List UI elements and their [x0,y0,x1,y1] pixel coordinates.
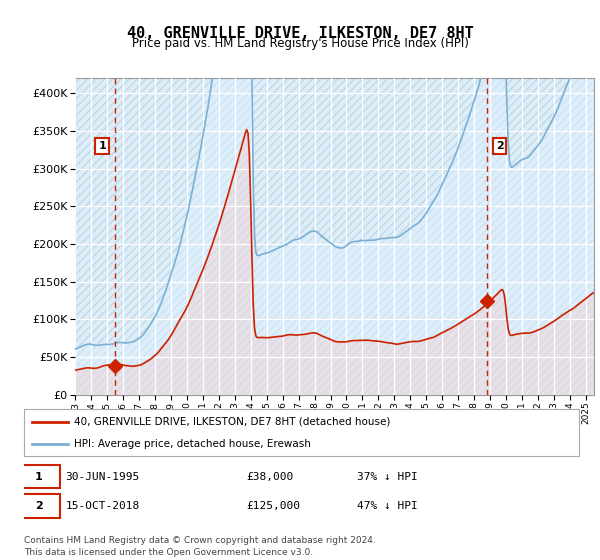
Text: 1: 1 [98,141,106,151]
Text: 40, GRENVILLE DRIVE, ILKESTON, DE7 8HT (detached house): 40, GRENVILLE DRIVE, ILKESTON, DE7 8HT (… [74,417,391,427]
Text: HPI: Average price, detached house, Erewash: HPI: Average price, detached house, Erew… [74,438,311,449]
Text: 2: 2 [35,501,43,511]
Text: Price paid vs. HM Land Registry's House Price Index (HPI): Price paid vs. HM Land Registry's House … [131,37,469,50]
Text: 1: 1 [35,472,43,482]
Text: Contains HM Land Registry data © Crown copyright and database right 2024.
This d: Contains HM Land Registry data © Crown c… [24,536,376,557]
Text: 40, GRENVILLE DRIVE, ILKESTON, DE7 8HT: 40, GRENVILLE DRIVE, ILKESTON, DE7 8HT [127,26,473,41]
FancyBboxPatch shape [19,465,60,488]
Text: 15-OCT-2018: 15-OCT-2018 [65,501,140,511]
FancyBboxPatch shape [19,494,60,518]
Text: £125,000: £125,000 [246,501,300,511]
FancyBboxPatch shape [24,409,579,456]
Text: 47% ↓ HPI: 47% ↓ HPI [357,501,418,511]
Text: 37% ↓ HPI: 37% ↓ HPI [357,472,418,482]
Text: £38,000: £38,000 [246,472,293,482]
Text: 2: 2 [496,141,503,151]
Text: 30-JUN-1995: 30-JUN-1995 [65,472,140,482]
